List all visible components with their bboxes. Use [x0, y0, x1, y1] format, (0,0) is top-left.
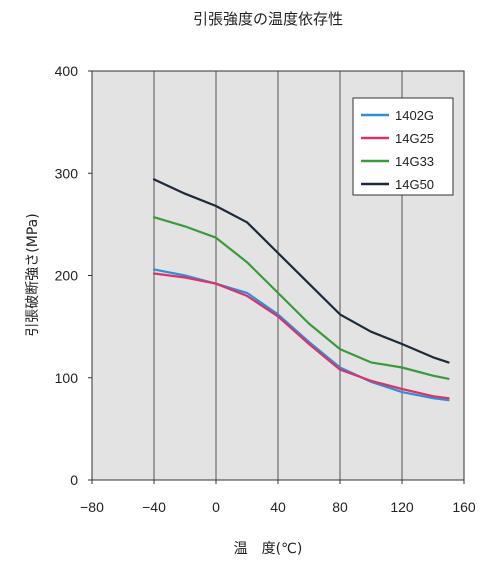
legend-label-1402g: 1402G	[395, 108, 434, 123]
y-axis-label: 引張破断強さ(MPa)	[25, 213, 41, 336]
x-tick-label: 120	[390, 499, 414, 515]
x-tick-label: −40	[142, 499, 166, 515]
y-tick-label: 0	[70, 472, 78, 488]
x-tick-label: −80	[80, 499, 104, 515]
y-tick-label: 200	[55, 268, 79, 284]
legend-label-14g25: 14G25	[395, 131, 434, 146]
x-tick-label: 80	[332, 499, 348, 515]
series-line-14g25	[152, 272, 450, 400]
x-axis-label: 温 度(℃)	[234, 541, 303, 557]
x-tick-label: 160	[452, 499, 476, 515]
legend-items: 1402G 14G25 14G33 14G50	[361, 108, 434, 192]
legend-label-14g50: 14G50	[395, 177, 434, 192]
y-tick-labels: 0 100 200 300 400	[55, 63, 92, 488]
y-tick-label: 400	[55, 63, 79, 79]
x-tick-label: 40	[270, 499, 286, 515]
y-tick-label: 300	[55, 165, 79, 181]
x-tick-labels: −80 −40 0 40 80 120 160	[80, 480, 476, 515]
series-line-14g33	[152, 216, 450, 380]
legend: 1402G 14G25 14G33 14G50	[352, 97, 454, 196]
legend-label-14g33: 14G33	[395, 154, 434, 169]
series-lines	[152, 178, 450, 402]
y-tick-label: 100	[55, 370, 79, 386]
x-tick-label: 0	[212, 499, 220, 515]
chart-title: 引張強度の温度依存性	[193, 10, 343, 28]
series-line-14g50	[152, 178, 450, 364]
